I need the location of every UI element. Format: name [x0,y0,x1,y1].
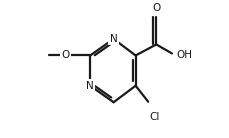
Text: O: O [151,3,160,13]
Text: N: N [109,34,117,44]
Text: OH: OH [175,51,191,60]
Text: O: O [61,51,69,60]
Text: N: N [86,81,94,91]
Text: Cl: Cl [149,112,159,122]
